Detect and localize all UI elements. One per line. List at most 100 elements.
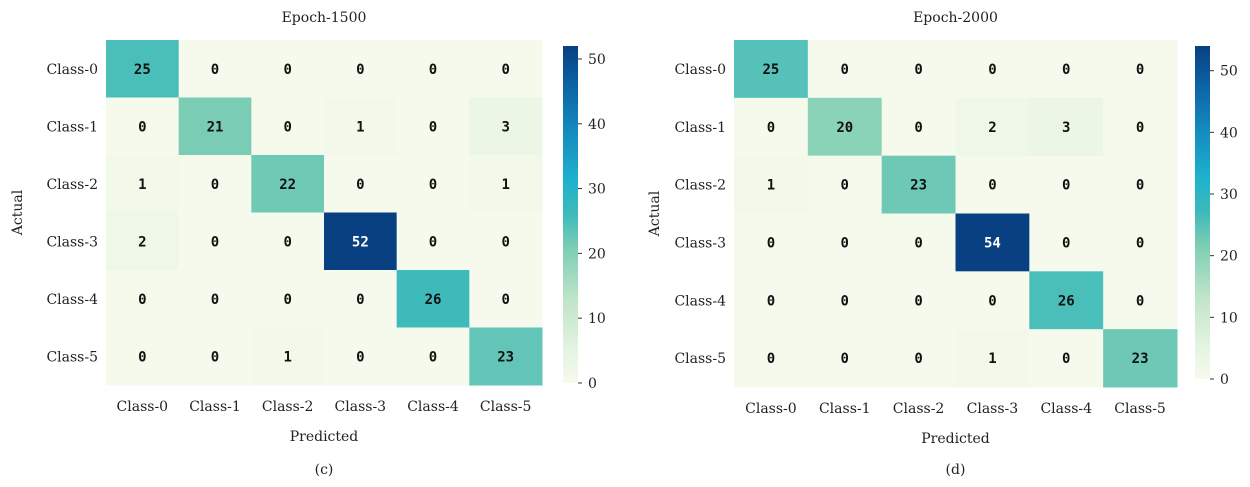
cell-value-label: 0 [988,293,996,309]
heatmap-cell [396,270,470,328]
heatmap-cell [469,327,543,386]
heatmap-cell [106,97,180,156]
heatmap-cell [1103,329,1178,388]
x-axis-label: Predicted [290,429,359,445]
heatmap-cell [1029,97,1104,157]
cell-value-label: 0 [429,177,437,193]
cell-value-label: 0 [429,62,437,78]
heatmap-cell [734,40,809,99]
heatmap-cell [734,155,809,214]
cell-value-label: 21 [207,119,224,135]
heatmap-cell [251,40,325,98]
cell-value-label: 0 [1062,178,1070,194]
cell-value-label: 0 [767,235,775,251]
y-tick-label: Class-1 [674,120,726,136]
cell-value-label: 26 [1058,293,1075,309]
heatmap-cell [1103,40,1178,99]
cell-value-label: 0 [914,351,922,367]
cell-value-label: 0 [767,293,775,309]
x-tick-label: Class-3 [335,399,387,415]
cell-value-label: 0 [429,349,437,365]
colorbar-tick-label: 20 [1220,249,1238,265]
cell-value-label: 54 [984,235,1001,251]
cell-value-label: 20 [836,120,853,136]
x-tick-label: Class-5 [1114,401,1166,417]
colorbar-tick-label: 30 [588,182,606,198]
heatmap-cell [469,155,543,213]
heatmap-cell [324,155,398,213]
colorbar-tick-label: 30 [1220,187,1238,203]
y-tick-label: Class-3 [46,234,98,250]
heatmap-cell [1029,213,1104,272]
heatmap-cell [324,212,398,271]
cell-value-label: 0 [283,292,291,308]
cell-value-label: 25 [134,62,151,78]
cell-value-label: 0 [501,234,509,250]
cell-value-label: 1 [356,119,364,135]
cell-value-label: 0 [429,119,437,135]
heatmap-cell [955,271,1030,330]
heatmap-cell [734,213,809,272]
cell-value-label: 0 [1062,235,1070,251]
y-axis-label: Actual [10,189,26,236]
x-tick-label: Class-0 [745,401,797,417]
chart-title: Epoch-2000 [913,10,998,26]
x-tick-label: Class-2 [262,399,314,415]
cell-value-label: 0 [841,351,849,367]
cell-value-label: 0 [841,235,849,251]
cell-value-label: 22 [279,177,296,193]
x-tick-label: Class-3 [967,401,1019,417]
y-tick-label: Class-3 [674,235,726,251]
cell-value-label: 0 [914,293,922,309]
heatmap-cell [955,40,1030,99]
heatmap-cell [178,40,252,98]
heatmap-cell [881,271,956,330]
x-tick-label: Class-4 [407,399,459,415]
heatmap-cell [807,213,883,272]
cell-value-label: 0 [988,62,996,78]
heatmap-cell [324,40,398,98]
cell-value-label: 0 [283,234,291,250]
cell-value-label: 0 [138,292,146,308]
chart-title: Epoch-1500 [282,10,367,26]
heatmap-cell [469,212,543,271]
heatmap-cell [1029,329,1104,388]
x-tick-label: Class-0 [117,399,169,415]
cell-value-label: 0 [1136,293,1144,309]
cell-value-label: 2 [988,120,996,136]
cell-value-label: 0 [356,62,364,78]
x-tick-label: Class-2 [893,401,945,417]
heatmap-cell [178,327,252,386]
heatmap-cell [807,155,883,214]
cell-value-label: 26 [425,292,442,308]
heatmap-cell [469,97,543,156]
heatmap-cell [1029,271,1104,330]
heatmap-cell [469,270,543,328]
cell-value-label: 0 [429,234,437,250]
colorbar-tick-label: 40 [1220,125,1238,141]
cell-value-label: 0 [138,349,146,365]
y-tick-label: Class-2 [46,177,98,193]
cell-value-label: 1 [767,178,775,194]
heatmap-cell [396,155,470,213]
cell-value-label: 0 [356,292,364,308]
heatmap-cell [324,327,398,386]
cell-value-label: 23 [1132,351,1149,367]
heatmap-cell [251,270,325,328]
cell-value-label: 1 [138,177,146,193]
cell-value-label: 0 [211,177,219,193]
heatmap-cell [1103,155,1178,214]
heatmap-cell [1029,40,1104,99]
heatmap-cell [955,329,1030,388]
heatmap-cell [881,329,956,388]
heatmap-cell [106,270,180,328]
confusion-matrix-panel-d: Epoch-2000 25 0 0 0 0 0 0 20 0 2 3 0 1 0 23 0 0 0 0 0 0 54 0 0 0 0… [625,0,1250,487]
colorbar-tick-label: 50 [588,52,606,68]
heatmap-cell [881,213,956,272]
cell-value-label: 3 [1062,120,1070,136]
cell-value-label: 1 [283,349,291,365]
heatmap-cell [955,155,1030,214]
cell-value-label: 0 [841,178,849,194]
y-axis-label: Actual [647,190,663,237]
